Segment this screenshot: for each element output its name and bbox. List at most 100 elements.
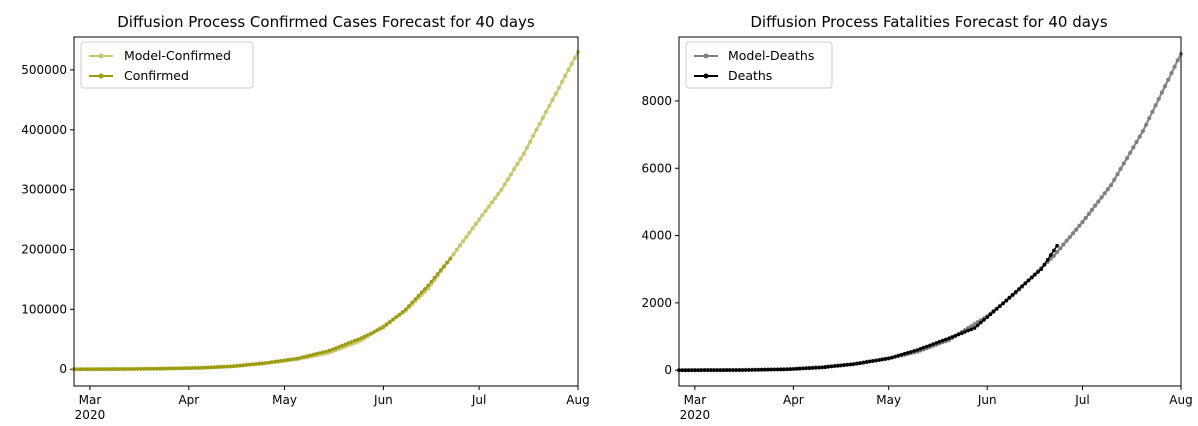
deaths-point [759,367,764,372]
deaths-point [1020,284,1024,288]
confirmed-point [435,272,440,276]
deaths-point [791,367,796,371]
deaths-point [1007,295,1012,300]
confirmed-point [78,367,83,372]
confirmed-point [330,347,335,352]
deaths-point [979,320,983,325]
confirmed-point [400,310,405,314]
confirmed-point [343,342,347,347]
fatalities-plot-frame [678,36,1182,387]
model-confirmed-point [556,85,562,90]
deaths-point [886,356,891,361]
model-deaths-point [1128,150,1133,155]
model-confirmed-point [518,156,523,161]
deaths-point [817,365,821,370]
confirmed-point [215,365,220,369]
deaths-point [747,368,751,372]
deaths-point [740,368,745,372]
confirmed-point [266,360,271,365]
model-confirmed-point [486,204,491,209]
confirmed-point [368,331,373,336]
deaths-point [693,368,697,373]
confirmed-point [247,362,252,367]
confirmed-point [356,337,360,342]
confirmed-point [88,367,92,372]
deaths-point [972,326,977,330]
confirmed-point [429,279,434,284]
confirmed-point [419,290,424,295]
confirmed-point [346,341,351,345]
model-deaths-point [1067,235,1072,240]
model-deaths-point [1089,207,1095,212]
model-confirmed-point [544,109,549,114]
confirmed-point [151,367,156,371]
confirmed-x-tick-label: Jun [373,393,393,407]
model-deaths-point [969,324,974,329]
model-confirmed-point [515,161,520,167]
model-deaths-point [1153,103,1158,108]
deaths-point [874,358,878,363]
model-deaths-point [1175,58,1180,63]
confirmed-point [193,366,197,370]
model-deaths-point [1077,223,1082,228]
deaths-point [925,344,929,349]
fatalities-y-tick-label: 4000 [641,229,672,243]
confirmed-point [97,367,102,372]
confirmed-point [218,365,223,369]
confirmed-point [129,367,134,371]
confirmed-point [410,300,414,305]
model-deaths-point [1105,187,1110,192]
model-deaths-point [1140,129,1145,134]
deaths-point [788,367,792,372]
confirmed-point [448,256,453,261]
model-confirmed-point [547,103,552,108]
confirmed-point [391,317,395,322]
fatalities-y-tick-label: 2000 [641,296,672,310]
deaths-point [960,331,964,336]
deaths-point [829,364,834,369]
confirmed-point [180,366,185,371]
deaths-point [705,368,710,372]
model-confirmed-point [493,196,498,201]
confirmed-point [317,351,322,355]
confirmed-point [263,361,268,365]
confirmed-point [100,367,105,372]
model-confirmed-point [457,243,463,248]
legend-model-deaths-marker [703,53,709,59]
confirmed-point [250,362,255,367]
deaths-point [797,366,802,371]
model-confirmed-point [524,145,530,150]
deaths-point [1042,262,1047,267]
confirmed-y-tick-label: 100000 [21,302,67,316]
confirmed-point [238,363,242,368]
model-deaths-point [1150,109,1155,114]
confirmed-point [394,315,399,319]
deaths-point [778,367,783,372]
model-confirmed-point [563,73,568,78]
model-deaths-point [1169,71,1174,76]
confirmed-point [228,364,233,369]
confirmed-point [423,287,427,291]
fatalities-y-tick-label: 8000 [641,94,672,108]
legend-model-confirmed-marker [98,53,104,59]
confirmed-point [257,361,261,366]
deaths-point [820,365,824,370]
model-confirmed-point [461,239,466,244]
confirmed-point [314,352,319,356]
model-confirmed-point [531,133,536,138]
confirmed-point [295,356,300,361]
deaths-point [712,368,716,372]
model-deaths-point [1096,199,1101,204]
confirmed-point [270,360,274,364]
confirmed-point [439,268,443,272]
model-deaths-point [1070,231,1076,236]
deaths-point [1014,290,1018,294]
confirmed-point [388,320,392,325]
confirmed-point [231,364,236,369]
deaths-point [906,351,910,355]
model-confirmed-point [534,127,539,132]
confirmed-point [113,367,118,371]
model-confirmed-point [502,182,507,187]
confirmed-y-tick-label: 300000 [21,183,67,197]
deaths-point [1010,292,1015,297]
